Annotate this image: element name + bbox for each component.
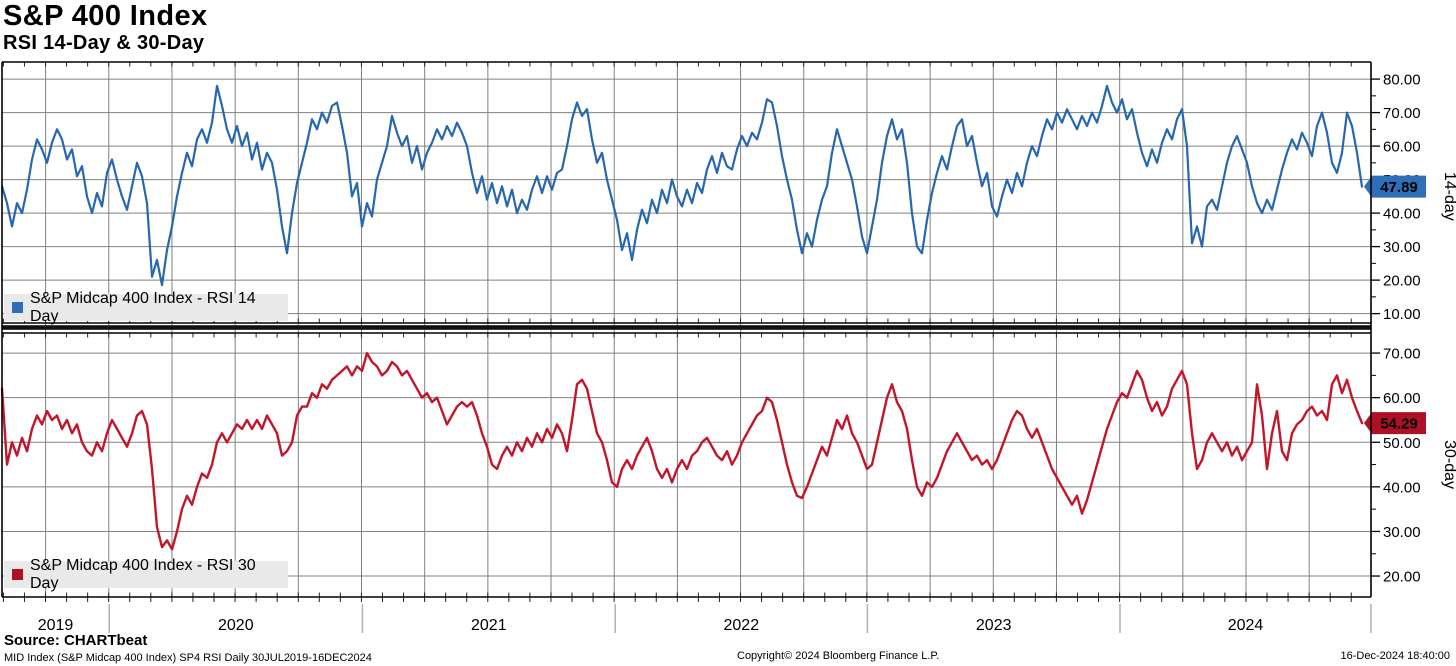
last-value-text-14-day: 47.89 xyxy=(1380,179,1418,196)
axis-title-14-day: 14-day xyxy=(1441,172,1456,221)
source-label: Source: CHARTbeat xyxy=(4,632,148,649)
y-tick-label: 30.00 xyxy=(1383,524,1421,541)
panel-14-day: 10.0020.0030.0040.0050.0060.0070.0080.00… xyxy=(0,61,1456,324)
y-tick-label: 60.00 xyxy=(1383,390,1421,407)
chart-header: S&P 400 Index RSI 14-Day & 30-Day xyxy=(3,0,208,54)
y-tick-label: 40.00 xyxy=(1383,206,1421,223)
y-tick-label: 80.00 xyxy=(1383,72,1421,89)
legend-swatch-rsi30-icon xyxy=(12,569,23,580)
y-tick-label: 50.00 xyxy=(1383,435,1421,452)
x-year-label: 2024 xyxy=(1228,617,1264,634)
x-year-label: 2022 xyxy=(724,617,760,634)
x-year-label: 2021 xyxy=(471,617,507,634)
last-value-badge-14-day: 47.89 xyxy=(1364,175,1426,198)
panel-separator xyxy=(2,325,1371,330)
last-value-text-30-day: 54.29 xyxy=(1380,416,1418,433)
chart-description: MID Index (S&P Midcap 400 Index) SP4 RSI… xyxy=(4,652,372,664)
y-tick-label: 30.00 xyxy=(1383,239,1421,256)
x-year-label: 2019 xyxy=(38,617,74,634)
last-value-badge-30-day: 54.29 xyxy=(1364,412,1426,435)
x-year-label: 2023 xyxy=(976,617,1012,634)
legend-label-rsi14: S&P Midcap 400 Index - RSI 14 Day xyxy=(30,289,256,325)
legend-swatch-rsi14-icon xyxy=(12,302,23,313)
legend-label-rsi30: S&P Midcap 400 Index - RSI 30 Day xyxy=(30,556,256,592)
rsi30-line xyxy=(0,351,1364,551)
y-tick-label: 60.00 xyxy=(1383,139,1421,156)
y-tick-label: 70.00 xyxy=(1383,346,1421,363)
axis-title-30-day: 30-day xyxy=(1441,440,1456,489)
chart-subtitle: RSI 14-Day & 30-Day xyxy=(3,32,205,54)
y-tick-label: 20.00 xyxy=(1383,273,1421,290)
copyright-label: Copyright© 2024 Bloomberg Finance L.P. xyxy=(737,650,940,662)
y-tick-label: 20.00 xyxy=(1383,569,1421,586)
x-year-label: 2020 xyxy=(218,617,254,634)
legend-rsi30: S&P Midcap 400 Index - RSI 30 Day xyxy=(4,557,288,592)
timestamp-label: 16-Dec-2024 18:40:00 xyxy=(1340,650,1450,662)
y-tick-label: 40.00 xyxy=(1383,479,1421,496)
y-tick-label: 70.00 xyxy=(1383,105,1421,122)
page-title: S&P 400 Index xyxy=(3,0,208,32)
panel-30-day: 20.00 30.00 40.00 50.00 60.00 70.00 30-day 54.2… xyxy=(0,332,1456,598)
legend-rsi14: S&P Midcap 400 Index - RSI 14 Day xyxy=(4,290,288,325)
y-tick-label: 10.00 xyxy=(1383,306,1421,323)
rsi14-line xyxy=(0,84,1364,287)
